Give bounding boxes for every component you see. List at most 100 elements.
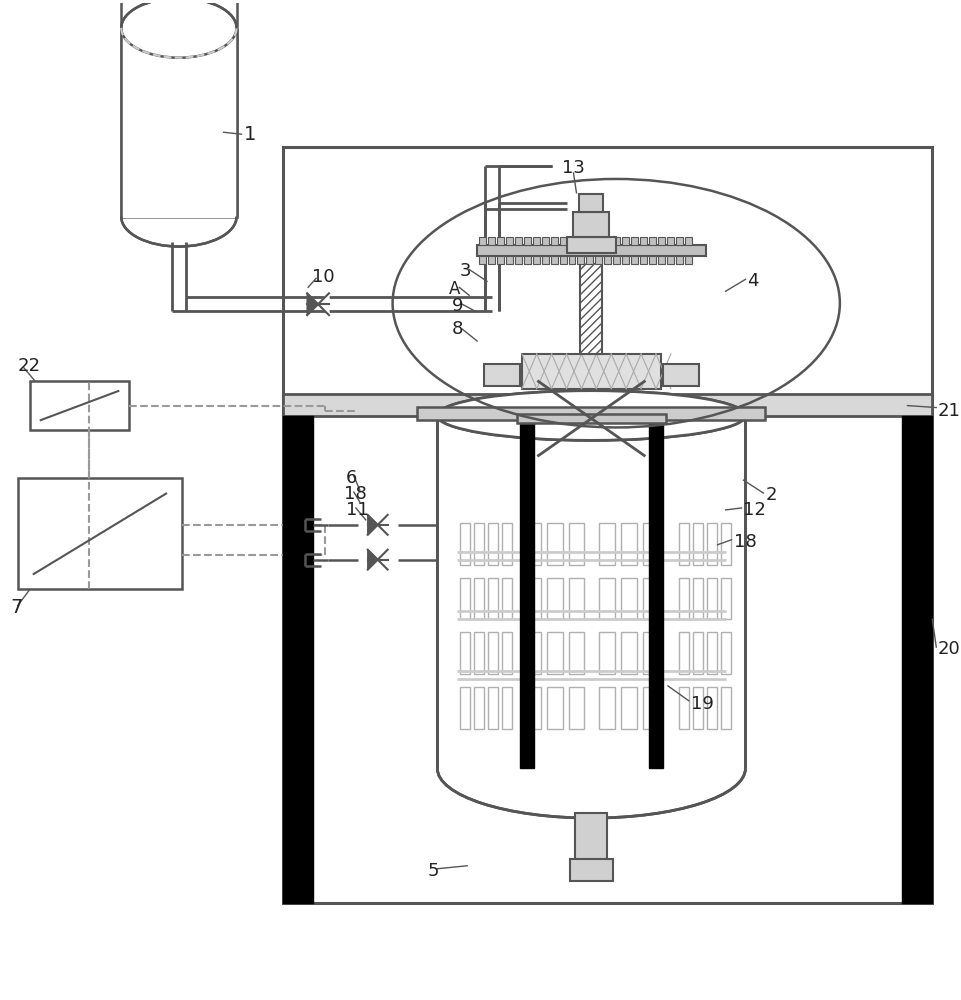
Bar <box>586 237 593 245</box>
Bar <box>417 407 765 420</box>
Bar <box>621 687 636 729</box>
Bar <box>546 523 562 565</box>
Bar <box>523 256 530 264</box>
Bar <box>595 237 602 245</box>
Bar <box>523 237 530 245</box>
Text: 21: 21 <box>936 402 959 420</box>
Bar <box>487 632 498 674</box>
Bar <box>577 237 584 245</box>
Bar <box>692 687 702 729</box>
Bar <box>474 523 483 565</box>
Bar <box>649 237 655 245</box>
Bar <box>459 578 470 619</box>
Bar <box>568 237 575 245</box>
Bar <box>283 416 312 903</box>
Bar <box>487 578 498 619</box>
Bar <box>532 237 539 245</box>
Bar <box>621 578 636 619</box>
Ellipse shape <box>437 719 745 818</box>
Bar <box>525 687 540 729</box>
Bar <box>678 523 688 565</box>
Bar <box>568 523 584 565</box>
Bar <box>559 237 566 245</box>
Bar <box>706 578 716 619</box>
Bar <box>612 256 620 264</box>
Bar <box>18 478 182 589</box>
Bar <box>541 237 548 245</box>
Bar <box>568 256 575 264</box>
Bar <box>678 632 688 674</box>
Bar <box>720 632 729 674</box>
Bar <box>525 632 540 674</box>
Bar <box>546 687 562 729</box>
Bar <box>657 256 664 264</box>
Bar <box>604 256 610 264</box>
Bar <box>283 394 931 416</box>
Bar <box>666 256 674 264</box>
Text: 20: 20 <box>936 640 959 658</box>
Bar <box>502 578 511 619</box>
Text: 1: 1 <box>243 125 256 144</box>
Bar <box>630 237 637 245</box>
Bar <box>666 237 674 245</box>
Bar <box>621 523 636 565</box>
Bar <box>477 245 705 256</box>
Bar <box>575 813 606 863</box>
Bar <box>525 523 540 565</box>
Bar <box>678 578 688 619</box>
Bar <box>684 256 691 264</box>
Text: 10: 10 <box>311 268 334 286</box>
Bar <box>479 237 485 245</box>
Bar <box>474 687 483 729</box>
Bar <box>483 364 519 386</box>
Bar <box>599 632 615 674</box>
Bar <box>622 237 628 245</box>
Text: 2: 2 <box>765 486 776 504</box>
Bar <box>642 687 658 729</box>
Bar <box>586 256 593 264</box>
Bar <box>604 237 610 245</box>
Text: 22: 22 <box>18 357 41 375</box>
Bar <box>521 354 660 389</box>
Bar <box>595 256 602 264</box>
Text: 6: 6 <box>346 469 357 487</box>
Polygon shape <box>121 27 236 217</box>
Bar <box>622 256 628 264</box>
Text: 4: 4 <box>747 272 758 290</box>
Bar <box>474 578 483 619</box>
Bar <box>505 256 512 264</box>
Text: 8: 8 <box>452 320 463 338</box>
Bar <box>573 212 608 237</box>
Text: 13: 13 <box>561 159 584 177</box>
Text: A: A <box>449 280 460 298</box>
Bar <box>487 237 495 245</box>
Bar <box>532 256 539 264</box>
Bar <box>642 523 658 565</box>
Bar <box>568 578 584 619</box>
Bar <box>474 632 483 674</box>
Bar <box>642 578 658 619</box>
Bar <box>720 523 729 565</box>
Bar <box>706 523 716 565</box>
Bar <box>569 859 612 881</box>
Polygon shape <box>318 293 329 315</box>
Bar <box>487 256 495 264</box>
Bar <box>459 523 470 565</box>
Bar <box>692 523 702 565</box>
Bar <box>487 687 498 729</box>
Bar <box>577 256 584 264</box>
Bar <box>487 523 498 565</box>
Bar <box>678 687 688 729</box>
Bar <box>514 237 521 245</box>
Bar <box>559 256 566 264</box>
Bar <box>459 687 470 729</box>
Text: 18: 18 <box>732 533 755 551</box>
Bar <box>579 194 603 212</box>
Bar <box>676 256 682 264</box>
Text: 7: 7 <box>10 598 22 617</box>
Bar <box>283 147 931 903</box>
Bar <box>568 687 584 729</box>
Bar <box>525 578 540 619</box>
Polygon shape <box>438 416 744 768</box>
Bar <box>550 256 557 264</box>
